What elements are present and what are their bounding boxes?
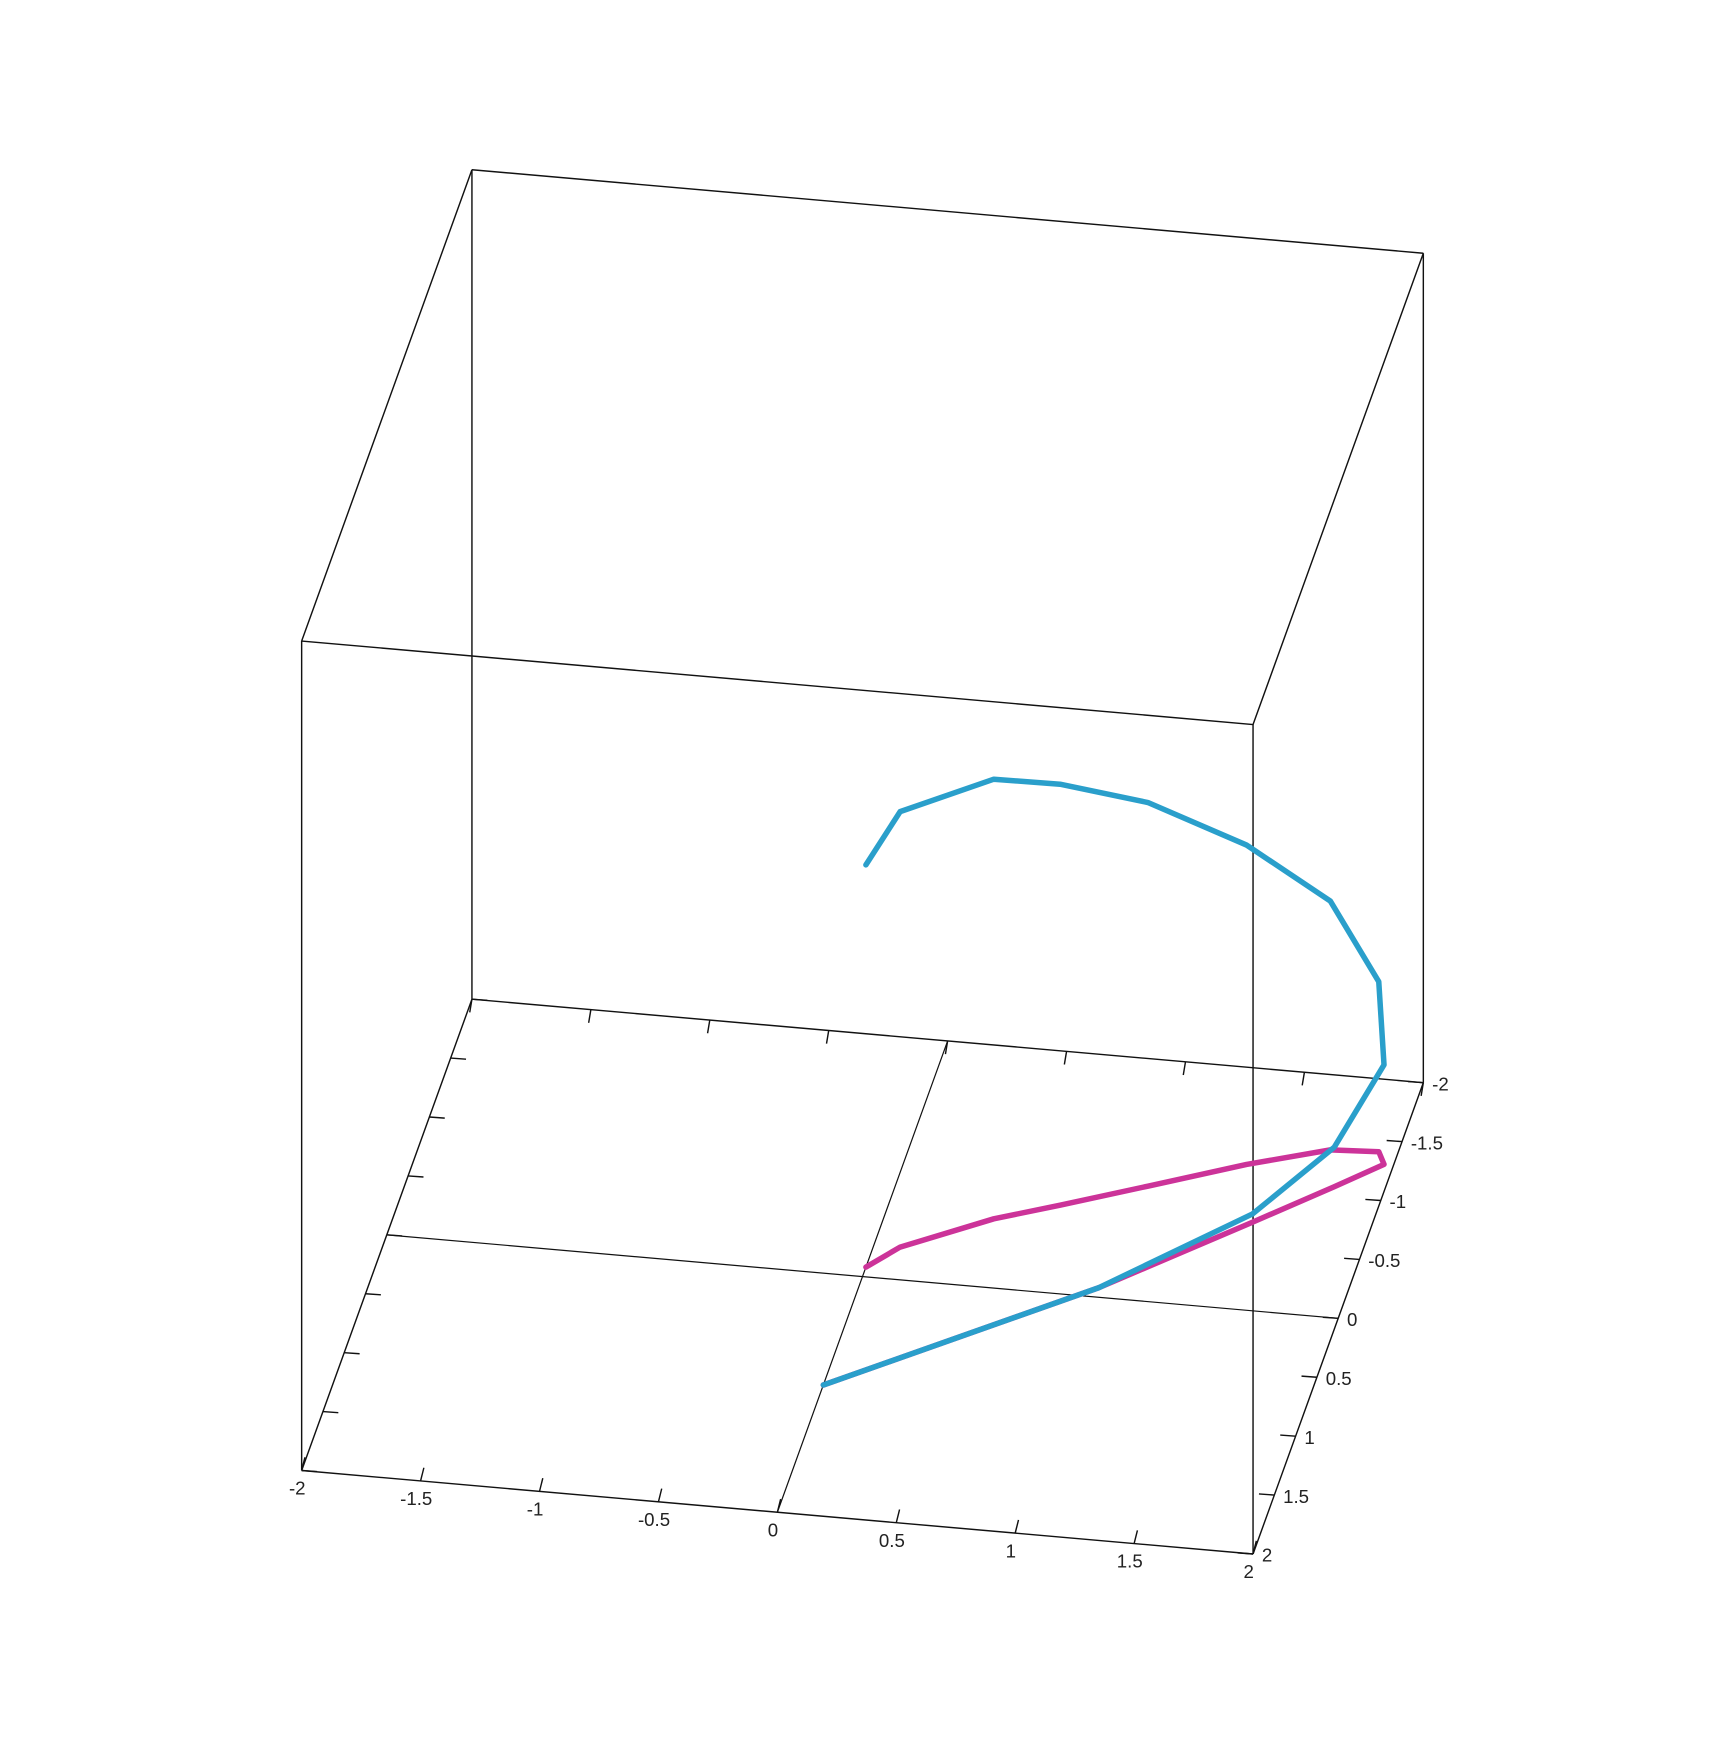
x-tick-mark-back <box>587 1009 592 1023</box>
series-group <box>820 776 1387 1388</box>
axis-ticks: -2 -1.5 -1 -0.5 0 0.5 1 1.5 2 -2 -1.5 -1 -0.5 0 0.5 1 1.… <box>289 998 1449 1582</box>
box-edge-top <box>1252 252 1425 725</box>
x-tick-mark <box>1133 1530 1139 1544</box>
y-tick-mark <box>1280 1434 1296 1437</box>
x-tick-label: 1.5 <box>1117 1551 1143 1572</box>
y-tick-label: 1 <box>1304 1427 1314 1448</box>
y-tick-label: -1 <box>1390 1191 1407 1212</box>
x-tick-mark <box>419 1467 425 1482</box>
y-tick-label: 2 <box>1262 1545 1272 1566</box>
x-tick-label: -1.5 <box>400 1488 432 1509</box>
box-edge-bottom <box>1252 1082 1425 1555</box>
box-edge-top <box>301 640 1254 726</box>
x-tick-mark <box>1252 1540 1258 1555</box>
y-tick-mark <box>1322 1316 1339 1320</box>
y-tick-label: 0 <box>1347 1309 1357 1330</box>
series-floor-projection-line <box>820 1147 1387 1388</box>
y-tick-mark <box>1301 1375 1317 1378</box>
x-tick-mark-back <box>944 1040 949 1055</box>
box-edge-top <box>300 169 473 642</box>
y-tick-label: -0.5 <box>1368 1250 1400 1271</box>
y-tick-mark-left <box>450 1057 467 1060</box>
x-tick-mark <box>776 1498 782 1513</box>
x-tick-mark-back <box>706 1019 711 1034</box>
x-tick-label: 0 <box>768 1519 778 1540</box>
x-tick-mark <box>1014 1519 1020 1534</box>
x-tick-label: -0.5 <box>638 1509 670 1530</box>
x-tick-mark-back <box>825 1030 830 1044</box>
x-tick-mark <box>538 1478 544 1492</box>
y-tick-mark-left <box>408 1175 424 1178</box>
x-tick-label: 0.5 <box>879 1530 905 1551</box>
x-tick-mark <box>895 1509 901 1523</box>
y-tick-mark-left <box>386 1234 403 1237</box>
x-tick-mark-back <box>1420 1082 1425 1096</box>
y-tick-label: 1.5 <box>1283 1486 1309 1507</box>
x-tick-label: 2 <box>1243 1561 1253 1582</box>
box-edge-top <box>471 169 1424 254</box>
x-tick-label: -2 <box>289 1478 306 1499</box>
y-tick-mark <box>1344 1257 1360 1261</box>
y-tick-mark-left <box>365 1293 381 1296</box>
y-tick-mark <box>1386 1139 1403 1143</box>
x-tick-mark-back <box>469 999 473 1013</box>
x-tick-label: 1 <box>1006 1540 1016 1561</box>
y-tick-label: 0.5 <box>1326 1368 1352 1389</box>
y-tick-mark <box>1365 1198 1381 1202</box>
axes-box <box>300 169 1425 1555</box>
x-tick-mark-back <box>1063 1051 1068 1065</box>
y-tick-mark-left <box>322 1410 339 1414</box>
grid-line-y0 <box>386 1234 1339 1319</box>
y-tick-label: -1.5 <box>1411 1132 1443 1153</box>
floor-grid <box>386 1040 1339 1513</box>
y-tick-mark-left <box>471 998 488 1001</box>
y-tick-mark <box>1407 1080 1424 1084</box>
x-tick-mark-back <box>1301 1072 1306 1086</box>
x-tick-mark <box>300 1457 306 1471</box>
y-tick-label: -2 <box>1432 1073 1449 1094</box>
y-tick-mark-left <box>301 1469 318 1473</box>
x-tick-mark-back <box>1182 1061 1187 1076</box>
y-tick-mark <box>1258 1493 1275 1496</box>
y-tick-mark-left <box>429 1116 445 1119</box>
y-tick-mark <box>1237 1552 1254 1555</box>
x-tick-mark <box>657 1488 663 1502</box>
y-tick-mark-left <box>344 1351 360 1355</box>
x-tick-label: -1 <box>527 1499 544 1520</box>
series-3d-curve-line <box>820 776 1387 1388</box>
